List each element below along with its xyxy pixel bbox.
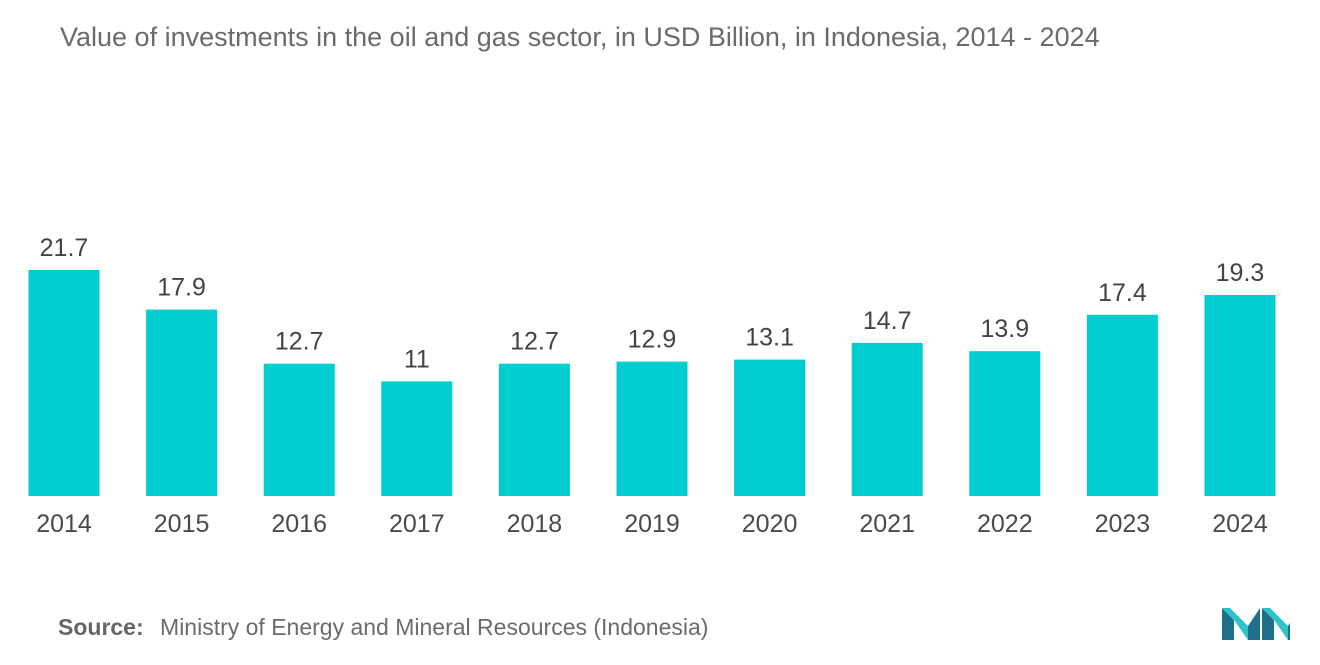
x-tick-label-2023: 2023 xyxy=(1095,510,1151,538)
bar-2016 xyxy=(263,363,335,496)
bar-2017 xyxy=(381,381,453,496)
x-tick-label-2022: 2022 xyxy=(977,510,1033,538)
x-tick-label-2020: 2020 xyxy=(742,510,798,538)
x-tick-label-2014: 2014 xyxy=(36,510,92,538)
x-tick-label-2019: 2019 xyxy=(624,510,680,538)
bar-2014 xyxy=(28,270,100,496)
value-label-2022: 13.9 xyxy=(980,315,1029,343)
value-label-2018: 12.7 xyxy=(510,328,559,356)
value-label-2017: 11 xyxy=(404,345,430,373)
mordor-intelligence-logo-icon xyxy=(1222,608,1290,640)
bar-2022 xyxy=(969,351,1041,496)
value-label-2021: 14.7 xyxy=(863,307,912,335)
bar-chart: 21.7 17.9 12.7 11 12.7 12.9 13.1 14.7 13.9 17.4 19… xyxy=(28,234,1276,538)
source-text: Ministry of Energy and Mineral Resources… xyxy=(160,614,709,640)
value-label-2014: 21.7 xyxy=(40,234,89,262)
x-tick-label-2016: 2016 xyxy=(271,510,327,538)
source-label: Source: xyxy=(58,614,144,640)
bar-2020 xyxy=(734,359,806,496)
x-tick-label-2021: 2021 xyxy=(859,510,915,538)
x-tick-label-2024: 2024 xyxy=(1212,510,1268,538)
source-note: Source: Ministry of Energy and Mineral R… xyxy=(58,614,708,641)
value-label-2015: 17.9 xyxy=(157,274,206,302)
value-label-2023: 17.4 xyxy=(1098,279,1147,307)
value-label-2024: 19.3 xyxy=(1216,259,1265,287)
x-tick-label-2018: 2018 xyxy=(507,510,563,538)
bar-2024 xyxy=(1204,295,1276,496)
value-label-2019: 12.9 xyxy=(628,326,677,354)
chart-title: Value of investments in the oil and gas … xyxy=(60,22,1100,52)
bars-group xyxy=(28,270,1276,496)
value-label-2020: 13.1 xyxy=(745,324,794,352)
value-labels-group: 21.7 17.9 12.7 11 12.7 12.9 13.1 14.7 13.9 17.4 19… xyxy=(40,234,1265,373)
x-tick-label-2017: 2017 xyxy=(389,510,445,538)
bar-2015 xyxy=(146,309,218,496)
x-tick-labels-group: 2014 2015 2016 2017 2018 2019 2020 2021 2022 2023… xyxy=(36,510,1268,538)
bar-2023 xyxy=(1086,314,1158,496)
bar-2021 xyxy=(851,342,923,496)
value-label-2016: 12.7 xyxy=(275,328,324,356)
x-tick-label-2015: 2015 xyxy=(154,510,210,538)
bar-2019 xyxy=(616,361,688,496)
bar-2018 xyxy=(498,363,570,496)
